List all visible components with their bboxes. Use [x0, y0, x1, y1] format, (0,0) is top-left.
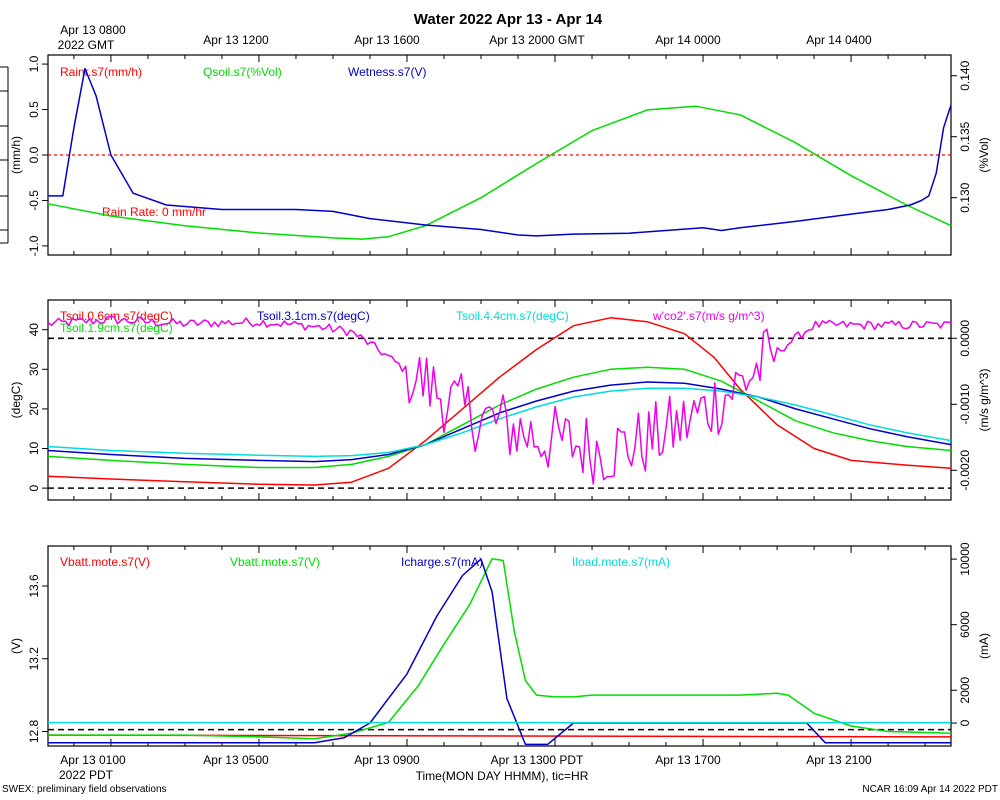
series-line-soil-3 [47, 387, 952, 458]
bottom-axis-label-5: Apr 13 2100 [806, 753, 872, 767]
y-tick-label-right: 0.135 [958, 121, 972, 151]
y-tick-label-left: 13.6 [27, 574, 41, 598]
footer-right: NCAR 16:09 Apr 14 2022 PDT [862, 784, 998, 795]
footer-left: SWEX: preliminary field observations [2, 784, 167, 795]
legend-qsoil: Qsoil.s7(%Vol) [203, 65, 282, 79]
y-tick-label-right: 0 [958, 719, 972, 726]
series-line-soil-2 [47, 381, 952, 463]
top-axis-label-1: Apr 13 1200 [203, 33, 269, 47]
y-tick-label-left: 40 [27, 323, 41, 337]
panel-water-ylabel-left: (mm/h) [9, 136, 23, 174]
legend-vbatt-red: Vbatt.mote.s7(V) [60, 555, 150, 569]
y-tick-label-left: -0.5 [27, 190, 41, 211]
top-axis-first-label-line2: 2022 GMT [58, 38, 115, 52]
legend-tsoil-3-1: Tsoil.3.1cm.s7(degC) [257, 309, 370, 323]
y-tick-label-right: 0.130 [958, 182, 972, 212]
y-tick-label-left: -1.0 [27, 235, 41, 256]
panel-power-ylabel-left: (V) [9, 638, 23, 654]
top-axis-label-3: Apr 13 2000 GMT [489, 33, 585, 47]
series-layer [47, 67, 952, 746]
series-line-soil-0 [47, 317, 952, 486]
y-tick-label-left: 13.2 [27, 647, 41, 671]
panel-soil-ylabel-left: (degC) [9, 382, 23, 419]
y-tick-label-left: 20 [27, 402, 41, 416]
bottom-axis-label-1: Apr 13 0500 [203, 753, 269, 767]
bottom-axis-label-4: Apr 13 1700 [655, 753, 721, 767]
y-tick-label-left: 10 [27, 442, 41, 456]
panel-soil-frame [47, 299, 952, 501]
y-tick-label-right: 10000 [958, 542, 972, 576]
panel-soil-ylabel-right: (m/s g/m^3) [977, 369, 991, 432]
tick-marks-layer: -1.0 -0.5 0.0 0.5 1.0 0.130 0.135 0.140 0 10 20 30 4… [27, 55, 972, 746]
legend-tsoil-4-4: Tsoil.4.4cm.s7(degC) [456, 309, 569, 323]
legend-tsoil-1-9: Tsoil.1.9cm.s7(degC) [60, 321, 173, 335]
rain-rate-annotation: Rain Rate: 0 mm/hr [102, 205, 206, 219]
series-line-power-2 [48, 558, 951, 746]
panel-power-frame [47, 545, 952, 747]
x-axis-title: Time(MON DAY HHMM), tic=HR [416, 769, 589, 783]
y-tick-label-right: 6000 [958, 611, 972, 638]
chart-title: Water 2022 Apr 13 - Apr 14 [414, 11, 603, 28]
left-margin-ticks [0, 66, 9, 244]
bottom-axis-label-2: Apr 13 0900 [354, 753, 420, 767]
series-line-water-1 [47, 105, 952, 240]
y-tick-label-left: 0 [27, 484, 41, 491]
series-line-water-2 [48, 67, 952, 237]
panel-water-ylabel-right: (%Vol) [977, 137, 991, 172]
y-tick-label-right: -0.0010 [958, 384, 972, 425]
legend-wco2: w'co2'.s7(m/s g/m^3) [652, 309, 765, 323]
series-line-soil-4 [47, 315, 952, 485]
legend-icharge: Icharge.s7(mA) [401, 555, 483, 569]
y-tick-label-left: 30 [27, 362, 41, 376]
y-tick-label-left: 1.0 [27, 55, 41, 72]
y-tick-label-right: -0.0020 [958, 450, 972, 491]
panel-power-ylabel-right: (mA) [977, 633, 991, 659]
y-tick-label-left: 0.0 [27, 146, 41, 163]
top-axis-first-label-line1: Apr 13 0800 [60, 23, 126, 37]
series-line-power-1 [48, 557, 952, 740]
legend-iload: Iload.mote.s7(mA) [572, 555, 670, 569]
bottom-axis-first-label-line2: 2022 PDT [59, 768, 114, 782]
legend-wetness: Wetness.s7(V) [348, 65, 426, 79]
legend-vbatt-green: Vbatt.mote.s7(V) [230, 555, 320, 569]
bottom-axis-label-3: Apr 13 1300 PDT [491, 753, 584, 767]
top-axis-label-4: Apr 14 0000 [655, 33, 721, 47]
top-axis-label-2: Apr 13 1600 [354, 33, 420, 47]
y-tick-label-right: 0.140 [958, 60, 972, 90]
bottom-axis-first-label-line1: Apr 13 0100 [60, 753, 126, 767]
y-tick-label-left: 12.8 [27, 719, 41, 743]
y-tick-label-right: 2000 [958, 677, 972, 704]
y-tick-label-right: 0.0000 [958, 320, 972, 357]
top-axis-label-5: Apr 14 0400 [806, 33, 872, 47]
series-line-soil-1 [47, 366, 952, 469]
y-tick-label-left: 0.5 [27, 101, 41, 118]
legend-rainr: Rainr.s7(mm/h) [60, 65, 142, 79]
